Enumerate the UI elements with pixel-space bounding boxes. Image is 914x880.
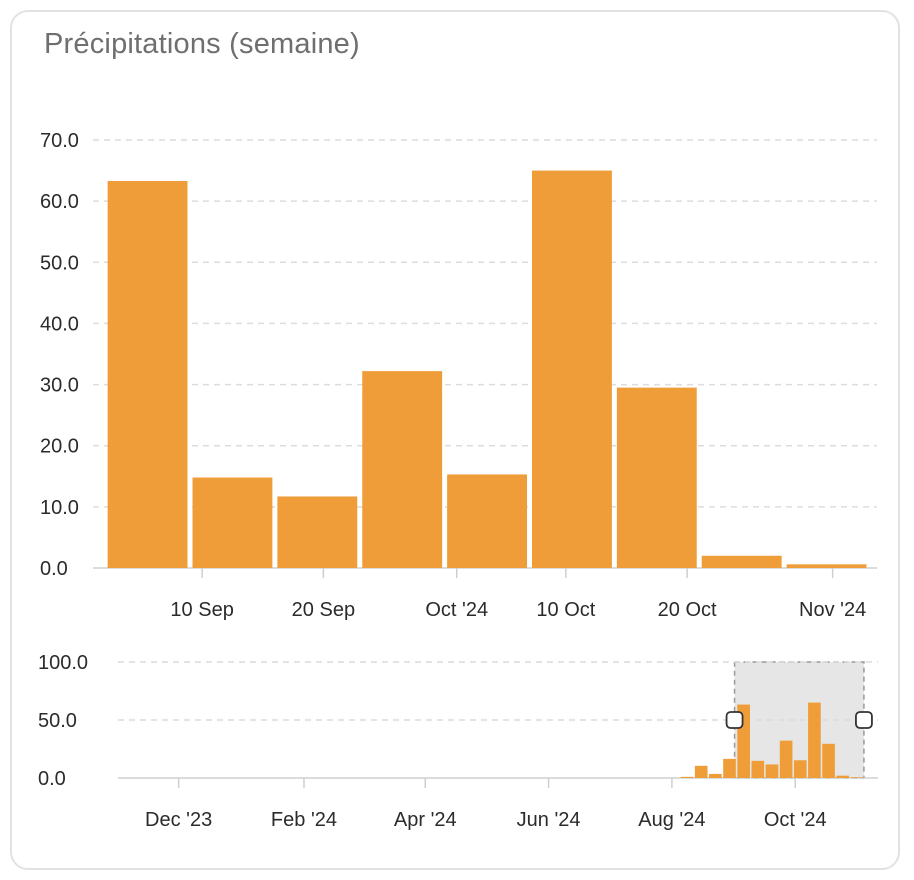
range-handle-right[interactable] xyxy=(855,711,873,729)
x-tick-label: Aug '24 xyxy=(638,809,705,831)
x-tick-label: 20 Oct xyxy=(658,599,717,621)
bar[interactable] xyxy=(786,564,867,568)
x-tick-label: 10 Oct xyxy=(536,599,595,621)
bar[interactable] xyxy=(793,760,807,778)
navigator-y-ticks: 0.0 50.0 100.0 xyxy=(38,652,88,790)
y-tick-label: 20.0 xyxy=(40,436,79,458)
y-tick-label: 70.0 xyxy=(40,130,79,152)
x-tick-label: Feb '24 xyxy=(271,809,337,831)
navigator-selection xyxy=(733,661,865,779)
navigator-grid xyxy=(118,661,878,779)
y-tick-label: 30.0 xyxy=(40,375,79,397)
bar[interactable] xyxy=(694,765,708,778)
bar[interactable] xyxy=(751,760,765,778)
bar[interactable] xyxy=(680,776,694,778)
bar[interactable] xyxy=(723,758,736,778)
bar[interactable] xyxy=(277,496,358,568)
y-tick-label: 40.0 xyxy=(40,313,79,335)
y-tick-label: 60.0 xyxy=(40,191,79,213)
y-tick-label: 50.0 xyxy=(38,710,77,732)
bar[interactable] xyxy=(107,180,188,569)
x-tick-label: Apr '24 xyxy=(394,809,457,831)
bar[interactable] xyxy=(779,740,793,778)
x-tick-label: Oct '24 xyxy=(764,809,827,831)
x-tick-label: 10 Sep xyxy=(170,599,233,621)
x-tick-label: 20 Sep xyxy=(292,599,355,621)
y-tick-label: 50.0 xyxy=(40,252,79,274)
bar[interactable] xyxy=(709,773,722,778)
bar[interactable] xyxy=(836,775,850,778)
navigator-x-ticks: Dec '23 Feb '24 Apr '24 Jun '24 Aug '24 Oct '… xyxy=(145,778,827,831)
y-tick-label: 0.0 xyxy=(40,558,68,580)
main-x-ticks: 10 Sep 20 Sep Oct '24 10 Oct 20 Oct Nov '24 xyxy=(170,568,866,621)
navigator-bars xyxy=(680,702,864,778)
x-tick-label: Oct '24 xyxy=(425,599,488,621)
bar[interactable] xyxy=(447,474,527,568)
card-title: Précipitations (semaine) xyxy=(44,28,360,60)
bar[interactable] xyxy=(616,387,697,568)
navigator-handles xyxy=(725,711,873,729)
bar[interactable] xyxy=(808,702,821,778)
bar[interactable] xyxy=(362,371,443,568)
y-tick-label: 100.0 xyxy=(38,652,88,674)
main-y-ticks: 0.0 10.0 20.0 30.0 40.0 50.0 60.0 70.0 xyxy=(40,130,79,580)
y-tick-label: 0.0 xyxy=(38,768,66,790)
x-tick-label: Jun '24 xyxy=(517,809,581,831)
x-tick-label: Nov '24 xyxy=(799,599,866,621)
range-handle-left[interactable] xyxy=(725,711,744,729)
bar[interactable] xyxy=(532,170,612,569)
bar[interactable] xyxy=(822,743,835,778)
main-bars xyxy=(107,170,867,569)
navigator-selection-window[interactable] xyxy=(733,661,865,779)
bar[interactable] xyxy=(850,777,864,778)
bar[interactable] xyxy=(765,764,779,778)
x-tick-label: Dec '23 xyxy=(145,809,212,831)
bar[interactable] xyxy=(701,555,782,568)
bar[interactable] xyxy=(192,477,273,568)
y-tick-label: 10.0 xyxy=(40,497,79,519)
